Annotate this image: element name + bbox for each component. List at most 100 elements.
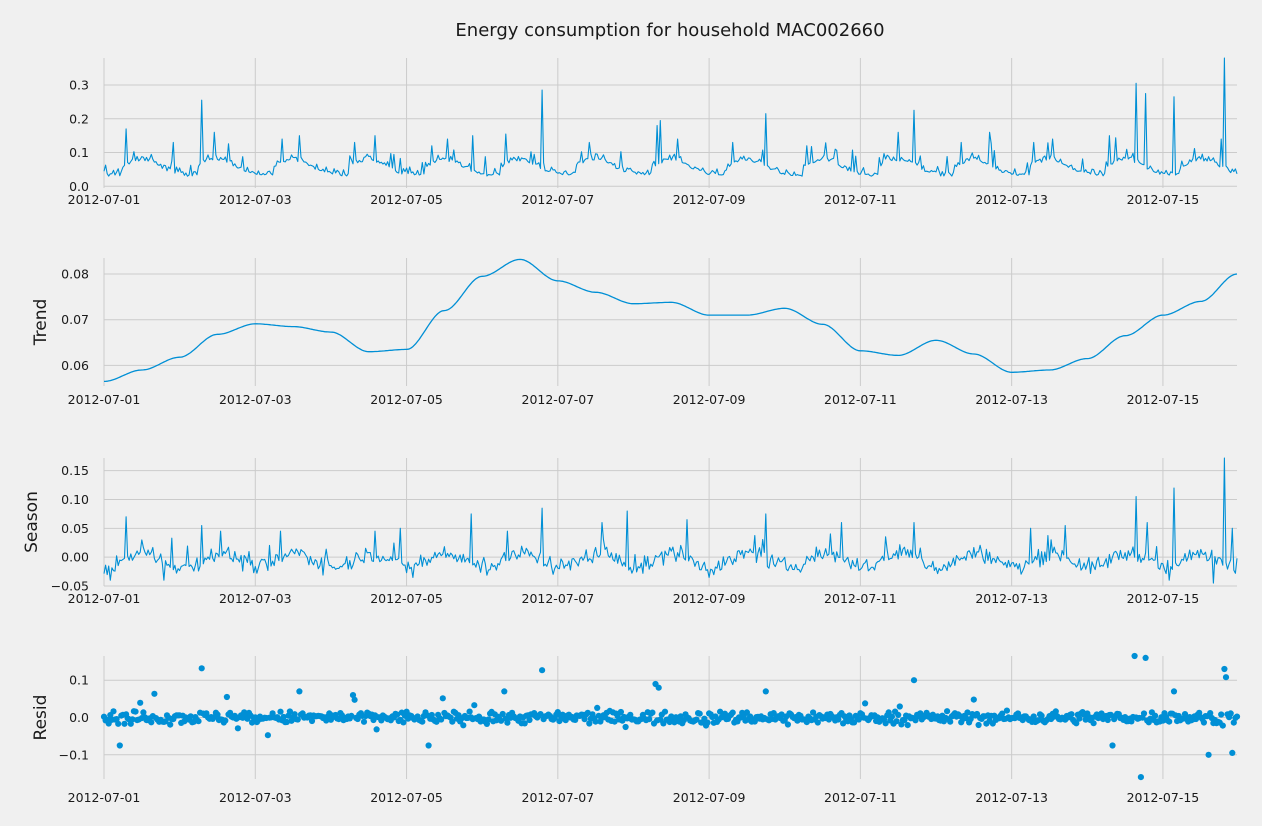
resid-point (1137, 774, 1144, 781)
resid-point (1221, 665, 1228, 673)
resid-point (400, 719, 407, 726)
resid-point (394, 711, 401, 718)
resid-point (910, 677, 918, 684)
resid-point (1218, 711, 1225, 718)
resid-point (1230, 719, 1237, 726)
resid-point (855, 716, 862, 723)
resid-point (646, 716, 653, 723)
resid-point (438, 716, 445, 723)
resid-point (947, 718, 954, 725)
resid-point (1142, 654, 1149, 662)
resid-point (1035, 717, 1042, 724)
panel-season: −0.05 0.00 0.05 0.10 0.15 2012-07-01 2012-07-0… (22, 457, 1238, 606)
resid-point (460, 722, 467, 729)
resid-point (195, 718, 202, 725)
resid-point (294, 716, 301, 723)
resid-point (234, 725, 241, 732)
resid-point (308, 717, 316, 725)
y-axis-label: Trend (31, 299, 51, 347)
resid-point (214, 711, 221, 718)
resid-point (373, 726, 380, 733)
resid-point (999, 710, 1006, 717)
resid-point (967, 715, 974, 723)
x-tick-label: 2012-07-03 (219, 790, 292, 805)
resid-point (151, 690, 158, 697)
resid-point (291, 711, 298, 718)
resid-point (132, 708, 139, 715)
resid-point (1166, 718, 1173, 725)
x-tick-label: 2012-07-15 (1127, 790, 1200, 805)
x-tick-label: 2012-07-05 (370, 591, 443, 606)
resid-point (784, 721, 792, 728)
x-tick-label: 2012-07-13 (975, 192, 1048, 207)
resid-point (649, 709, 656, 716)
x-tick-label: 2012-07-05 (370, 790, 443, 805)
observed-series-line (103, 57, 1238, 177)
resid-point (499, 710, 506, 718)
resid-point (277, 708, 284, 715)
resid-point (286, 708, 293, 715)
x-tick-label: 2012-07-09 (673, 392, 746, 407)
resid-point (521, 720, 528, 727)
x-tick-label: 2012-07-13 (975, 591, 1048, 606)
x-tick-label: 2012-07-11 (824, 192, 897, 207)
resid-point (485, 716, 492, 723)
y-tick-label: 0.07 (61, 312, 89, 327)
x-tick-label: 2012-07-07 (522, 591, 595, 606)
resid-point (419, 718, 426, 725)
season-series-line (103, 457, 1238, 584)
x-tick-label: 2012-07-05 (370, 392, 443, 407)
resid-point (617, 708, 625, 716)
resid-point (1003, 707, 1011, 714)
resid-point (501, 688, 508, 695)
resid-point (1107, 711, 1114, 719)
x-tick-label: 2012-07-09 (673, 192, 746, 207)
resid-point (498, 717, 505, 724)
x-tick-label: 2012-07-01 (68, 591, 141, 606)
x-tick-label: 2012-07-01 (68, 790, 141, 805)
resid-point (439, 695, 446, 702)
resid-point (862, 700, 869, 707)
y-tick-label: 0.06 (61, 358, 89, 373)
resid-point (584, 709, 591, 716)
resid-point (721, 710, 729, 717)
resid-point (944, 708, 951, 715)
resid-point (198, 665, 205, 672)
resid-point (1207, 710, 1214, 717)
resid-point (1030, 713, 1037, 720)
resid-point (264, 732, 271, 739)
resid-point (1131, 652, 1138, 660)
resid-point (810, 709, 817, 716)
panel-observed: 0.0 0.1 0.2 0.3 2012-07-01 2012-07-03 2012-07-… (68, 57, 1238, 207)
resid-point (249, 719, 256, 726)
resid-point (762, 688, 769, 695)
y-tick-label: −0.05 (51, 579, 89, 594)
x-tick-label: 2012-07-13 (975, 392, 1048, 407)
resid-point (970, 696, 977, 703)
y-tick-label: 0.08 (61, 267, 89, 282)
y-tick-label: 0.1 (69, 145, 89, 160)
resid-point (283, 718, 290, 726)
x-tick-label: 2012-07-09 (673, 591, 746, 606)
resid-point (449, 718, 456, 725)
resid-point (222, 717, 229, 724)
resid-point (693, 716, 700, 723)
y-tick-label: −0.1 (59, 747, 89, 762)
x-tick-label: 2012-07-13 (975, 790, 1048, 805)
resid-point (360, 718, 368, 725)
resid-point (1233, 713, 1241, 720)
resid-point (1200, 719, 1207, 726)
resid-point (140, 709, 147, 716)
resid-point (885, 709, 892, 716)
x-tick-label: 2012-07-07 (522, 192, 595, 207)
resid-point (655, 684, 662, 691)
resid-point (1090, 720, 1097, 727)
resid-point (1227, 710, 1234, 717)
y-tick-label: 0.0 (69, 179, 89, 194)
resid-point (187, 713, 194, 720)
resid-point (504, 719, 511, 726)
resid-point (537, 711, 544, 718)
resid-point (835, 716, 842, 723)
resid-point (704, 719, 711, 726)
